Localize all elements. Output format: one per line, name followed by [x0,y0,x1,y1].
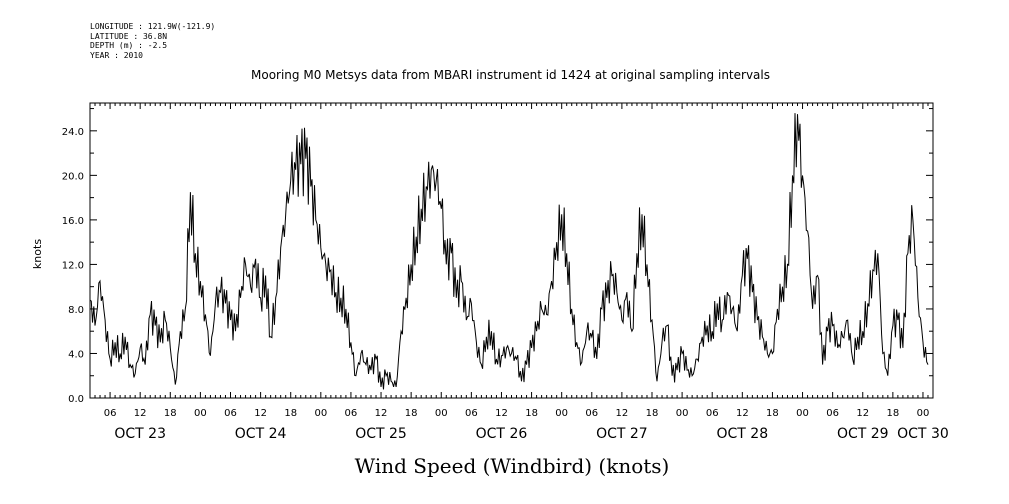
x-hour-label: 18 [164,408,177,419]
x-hour-label: 00 [555,408,568,419]
x-hour-label: 00 [194,408,207,419]
y-tick-label: 8.0 [68,305,84,316]
x-hour-label: 12 [134,408,147,419]
x-hour-label: 12 [856,408,869,419]
station-metadata: LONGITUDE : 121.9W(-121.9) LATITUDE : 36… [90,22,215,60]
x-hour-label: 00 [796,408,809,419]
depth-label: DEPTH (m) : -2.5 [90,41,168,50]
x-day-label: OCT 28 [717,426,769,442]
x-hour-label: 18 [284,408,297,419]
x-day-label: OCT 26 [476,426,528,442]
x-hour-label: 00 [917,408,930,419]
x-day-label: OCT 24 [235,426,287,442]
x-hour-label: 00 [435,408,448,419]
x-hour-label: 06 [585,408,598,419]
y-tick-label: 4.0 [68,349,84,360]
x-hour-label: 00 [314,408,327,419]
x-hour-label: 18 [886,408,899,419]
latitude-label: LATITUDE : 36.8N [90,31,168,41]
x-day-label: OCT 30 [897,426,949,442]
y-tick-label: 20.0 [62,171,84,182]
x-hour-label: 12 [616,408,629,419]
x-hour-label: 06 [104,408,117,419]
y-tick-label: 16.0 [62,216,84,227]
longitude-label: LONGITUDE : 121.9W(-121.9) [90,22,216,31]
x-hour-label: 06 [826,408,839,419]
wind-speed-series-line [89,113,929,390]
x-hour-label: 18 [766,408,779,419]
x-hour-label: 06 [465,408,478,419]
x-hour-label: 06 [706,408,719,419]
x-day-label: OCT 29 [837,426,889,442]
x-hour-label: 18 [646,408,659,419]
x-axis-title: Wind Speed (Windbird) (knots) [354,454,670,478]
x-day-label: OCT 25 [355,426,407,442]
x-hour-label: 12 [736,408,749,419]
x-hour-label: 18 [525,408,538,419]
x-hour-label: 18 [405,408,418,419]
x-hour-label: 12 [375,408,388,419]
y-axis-label: knots [31,239,44,269]
y-tick-label: 12.0 [62,260,84,271]
chart-title: Mooring M0 Metsys data from MBARI instru… [251,68,770,82]
year-label: YEAR : 2010 [90,50,143,60]
x-day-label: OCT 23 [114,426,166,442]
x-hour-label: 00 [676,408,689,419]
x-hour-label: 06 [345,408,358,419]
x-hour-label: 12 [495,408,508,419]
y-tick-label: 24.0 [62,127,84,138]
x-hour-label: 06 [224,408,237,419]
y-tick-label: 0.0 [68,394,84,405]
x-day-label: OCT 27 [596,426,648,442]
x-hour-label: 12 [254,408,267,419]
